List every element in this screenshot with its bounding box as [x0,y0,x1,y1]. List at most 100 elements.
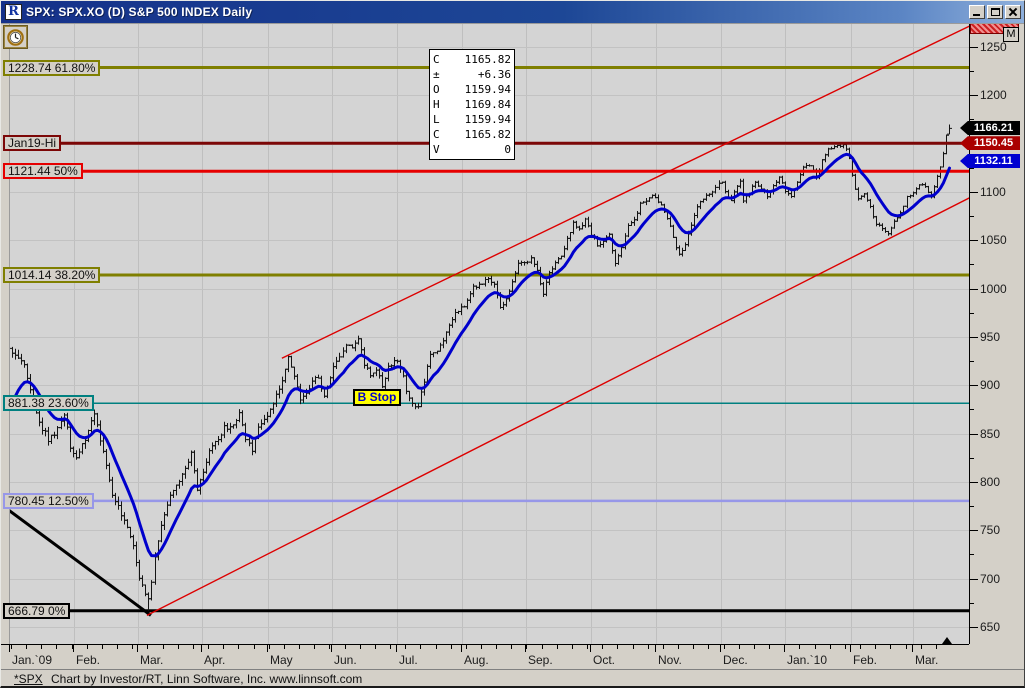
x-axis-tick [178,645,179,649]
fib-level-label[interactable]: 1228.74 61.80% [3,59,101,76]
x-axis-tick [526,645,527,649]
y-tick-label: 950 [980,330,1001,344]
x-axis-tick [345,645,346,649]
x-axis-tick [511,645,512,649]
x-axis-tick [496,645,497,649]
symbol-link[interactable]: *SPX [14,672,43,686]
y-axis-tick [970,458,974,459]
status-bar: *SPX Chart by Investor/RT, Linn Software… [1,669,1024,686]
x-month-label: Jun. [334,653,357,667]
month-tick [784,645,785,652]
data-window-row: C 1165.82 [433,128,511,141]
month-tick [331,645,332,652]
minimize-icon [973,14,980,16]
x-month-label: Mar. [915,653,939,667]
x-axis-tick [329,645,330,649]
x-axis-tick [557,645,558,649]
x-axis-tick [617,645,618,649]
month-tick [396,645,397,652]
x-axis-tick [678,645,679,649]
x-axis-tick [754,645,755,649]
price-tag: 1166.21 [960,120,1020,135]
app-icon: R [5,4,22,20]
month-tick [201,645,202,652]
data-window-row: O 1159.94 [433,83,511,96]
price-tag: 1150.45 [960,136,1020,151]
fib-level-label[interactable]: 881.38 23.60% [3,395,94,412]
data-window-row: C 1165.82 [433,53,511,66]
x-axis-tick [708,645,709,649]
y-axis-tick [970,385,978,386]
x-axis-tick [769,645,770,649]
month-tick [720,645,721,652]
price-axis[interactable]: 6507007508008509009501000105011001150120… [969,24,1024,644]
fib-level-label[interactable]: 1121.44 50% [3,163,83,180]
x-axis-tick [799,645,800,649]
x-axis-tick [815,645,816,649]
month-tick [461,645,462,652]
y-tick-label: 1200 [980,88,1007,102]
minimize-button[interactable] [969,5,985,19]
x-axis-tick [238,645,239,649]
x-axis-tick [102,645,103,649]
marker-mode-button[interactable]: M [1003,27,1019,42]
x-axis-tick [360,645,361,649]
x-axis-tick [724,645,725,649]
y-axis-tick [970,337,978,338]
x-month-label: Jan.`10 [787,653,828,667]
data-window-panel[interactable]: C 1165.82 ± +6.36 O 1159.94 H 1169.84 L 1159.94 C 1… [429,49,515,160]
x-axis-tick [663,645,664,649]
fib-level-label[interactable]: 1014.14 38.20% [3,266,101,283]
x-axis-tick [26,645,27,649]
last-bar-marker-icon [942,637,952,644]
time-axis[interactable]: Jan.`09 Feb. Mar. Apr. May Jun. Jul. Aug. Sep. Oc… [1,644,969,669]
x-axis-tick [436,645,437,649]
x-axis-tick [587,645,588,649]
titlebar-divider [1,23,1024,24]
x-axis-tick [11,645,12,649]
x-axis-tick [405,645,406,649]
x-month-label: Mar. [140,653,164,667]
y-tick-label: 1050 [980,233,1007,247]
maximize-button[interactable] [987,5,1003,19]
y-axis-tick [970,506,974,507]
close-button[interactable] [1005,5,1021,19]
month-tick [655,645,656,652]
x-axis-tick [390,645,391,649]
title-bar[interactable]: R SPX: SPX.XO (D) S&P 500 INDEX Daily [1,1,1024,23]
y-axis-tick [970,289,978,290]
fib-level-label[interactable]: 780.45 12.50% [3,492,94,509]
x-axis-tick [269,645,270,649]
x-axis-tick [117,645,118,649]
x-month-label: Jan.`09 [12,653,53,667]
y-tick-label: 850 [980,427,1001,441]
x-axis-tick [693,645,694,649]
y-tick-label: 1100 [980,185,1006,199]
x-axis-tick [466,645,467,649]
x-axis-tick [739,645,740,649]
y-axis-tick [970,240,978,241]
y-axis-tick [970,579,978,580]
y-axis-tick [970,482,978,483]
fib-level-label[interactable]: Jan19-Hi [3,135,62,152]
x-axis-tick [193,645,194,649]
periodicity-button[interactable] [3,25,28,49]
y-axis-tick [970,95,978,96]
credit-text: Chart by Investor/RT, Linn Software, Inc… [51,672,363,686]
data-window-row: ± +6.36 [433,68,511,81]
x-month-label: Apr. [204,653,226,667]
price-tag: 1132.11 [960,153,1020,168]
x-axis-tick [375,645,376,649]
month-tick [525,645,526,652]
fib-level-label[interactable]: 666.79 0% [3,602,71,619]
x-axis-tick [602,645,603,649]
x-axis-tick [314,645,315,649]
x-axis-tick [87,645,88,649]
y-tick-label: 650 [980,620,1001,634]
x-axis-tick [906,645,907,649]
buy-stop-label[interactable]: B Stop [352,388,402,406]
x-month-label: Nov. [658,653,682,667]
x-axis-tick [542,645,543,649]
x-axis-tick [299,645,300,649]
